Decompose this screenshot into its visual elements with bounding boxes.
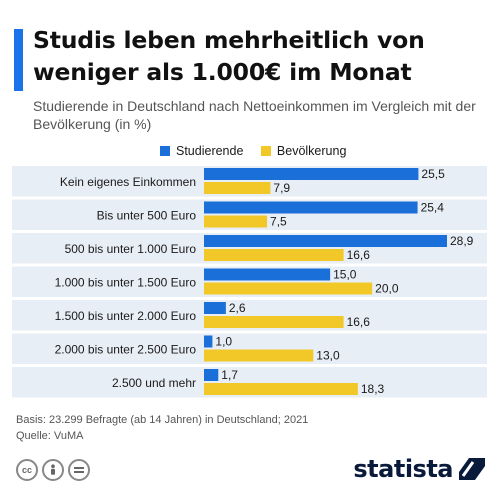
footer-source: Quelle: VuMA	[16, 430, 84, 442]
bar-population	[204, 383, 358, 395]
category-label: 2.000 bis unter 2.500 Euro	[55, 342, 197, 356]
legend-item-population: Bevölkerung	[260, 144, 347, 158]
legend-swatch-students	[160, 146, 170, 156]
category-label: 1.000 bis unter 1.500 Euro	[55, 275, 197, 289]
data-label: 20,0	[375, 282, 399, 296]
legend-item-students: Studierende	[160, 144, 243, 158]
data-label: 16,6	[347, 315, 371, 329]
data-label: 15,0	[333, 268, 357, 282]
chart-title: Studis leben mehrheitlich von weniger al…	[33, 26, 425, 86]
data-label: 1,0	[215, 335, 232, 349]
chart-subtitle: Studierende in Deutschland nach Nettoein…	[33, 98, 476, 132]
legend-swatch-population	[260, 146, 271, 156]
bar-students	[204, 235, 447, 247]
bar-population	[204, 316, 344, 328]
bar-students	[204, 268, 331, 281]
statista-logo-icon	[459, 458, 485, 480]
footer-basis: Basis: 23.299 Befragte (ab 14 Jahren) in…	[16, 414, 309, 426]
equals-icon[interactable]	[68, 459, 90, 481]
data-label: 18,3	[361, 382, 385, 396]
bar-students	[204, 335, 213, 348]
bar-students	[204, 168, 419, 180]
legend-label-population: Bevölkerung	[276, 144, 347, 158]
bar-population	[204, 182, 271, 194]
title-accent-bar	[14, 29, 23, 91]
license-icons: cc	[16, 459, 90, 481]
bar-students	[204, 369, 219, 381]
category-label: 500 bis unter 1.000 Euro	[65, 242, 197, 256]
brand-name: statista	[353, 455, 453, 483]
category-label: Kein eigenes Einkommen	[60, 175, 196, 189]
bar-population	[204, 282, 373, 295]
bar-students	[204, 302, 226, 314]
legend: Studierende Bevölkerung	[160, 144, 360, 159]
category-label: 2.500 und mehr	[112, 376, 196, 390]
data-label: 1,7	[221, 368, 238, 382]
bar-chart: Kein eigenes Einkommen 25,5 7,9 Bis unter 5…	[12, 166, 487, 398]
data-label: 28,9	[450, 234, 474, 248]
data-label: 7,9	[273, 181, 290, 195]
data-label: 25,5	[421, 167, 445, 181]
bar-students	[204, 201, 418, 214]
cc-icon[interactable]: cc	[16, 459, 38, 481]
statista-logo[interactable]: statista	[353, 455, 485, 483]
data-label: 13,0	[316, 349, 340, 363]
bar-population	[204, 349, 314, 362]
bar-population	[204, 215, 268, 228]
data-label: 16,6	[347, 248, 371, 262]
data-label: 25,4	[421, 201, 445, 215]
data-label: 7,5	[270, 215, 287, 229]
person-icon[interactable]	[42, 459, 64, 481]
data-label: 2,6	[229, 301, 246, 315]
category-label: 1.500 bis unter 2.000 Euro	[55, 309, 197, 323]
bar-population	[204, 249, 344, 261]
legend-label-students: Studierende	[176, 144, 244, 158]
category-label: Bis unter 500 Euro	[97, 208, 197, 222]
